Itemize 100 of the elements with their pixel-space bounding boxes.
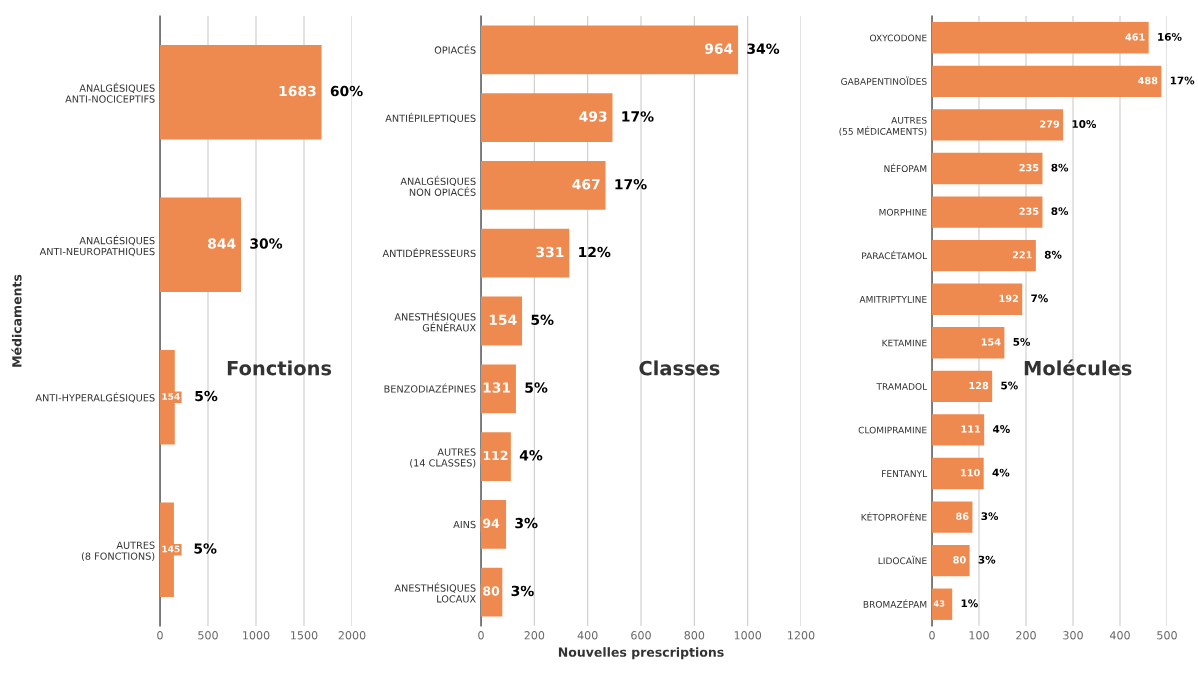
data-label: 279 bbox=[1040, 120, 1060, 128]
bar bbox=[932, 501, 973, 533]
data-label: 80 bbox=[483, 586, 500, 596]
annotation: 12% bbox=[579, 246, 611, 258]
data-label: 331 bbox=[536, 246, 564, 258]
annotation: 1% bbox=[961, 599, 978, 608]
bar bbox=[932, 370, 993, 403]
data-label: 110 bbox=[961, 468, 980, 477]
bar bbox=[932, 457, 984, 490]
text: Molécules bbox=[1024, 359, 1132, 376]
annotation: 3% bbox=[511, 585, 534, 597]
x-tick-label: 1200 bbox=[788, 631, 815, 640]
x-tick-label: 1500 bbox=[291, 631, 318, 640]
data-label: 43 bbox=[933, 600, 945, 607]
y-tick-label: OXYCODONE bbox=[869, 34, 927, 42]
x-tick-label: 100 bbox=[969, 631, 989, 640]
x-tick-label: 1000 bbox=[734, 631, 762, 640]
data-label: 112 bbox=[483, 450, 508, 460]
y-tick-label: PARACÉTAMOL bbox=[862, 250, 928, 260]
bar bbox=[932, 65, 1162, 98]
y-tick-label: ANALGÉSIQUES ANTI-NEUROPATHIQUES bbox=[39, 235, 155, 257]
x-tick-label: 200 bbox=[1016, 631, 1036, 640]
annotation: 17% bbox=[622, 111, 654, 122]
annotation: 8% bbox=[1051, 207, 1069, 216]
annotation: 4% bbox=[992, 425, 1010, 433]
x-axis-title: Nouvelles prescriptions bbox=[558, 647, 724, 660]
x-tick-label: 0 bbox=[478, 631, 484, 640]
bar bbox=[932, 283, 1023, 315]
data-label: 86 bbox=[956, 512, 969, 520]
data-label: 145 bbox=[162, 545, 180, 553]
x-tick-label: 500 bbox=[198, 631, 218, 640]
annotation: 5% bbox=[531, 314, 554, 326]
y-axis-title: Médicaments bbox=[11, 274, 22, 367]
bar bbox=[481, 93, 613, 143]
bar bbox=[932, 414, 985, 446]
data-label: 235 bbox=[1019, 163, 1039, 172]
x-tick-label: 600 bbox=[631, 631, 651, 640]
annotation: 17% bbox=[1170, 76, 1195, 85]
data-label: 111 bbox=[961, 425, 981, 433]
bar bbox=[932, 22, 1149, 54]
data-label: 221 bbox=[1012, 251, 1032, 259]
x-tick-label: 800 bbox=[684, 631, 705, 640]
y-tick-label: AMITRIPTYLINE bbox=[859, 296, 927, 303]
data-label: 488 bbox=[1138, 76, 1158, 85]
data-label: 128 bbox=[969, 381, 989, 390]
y-tick-label: AINS bbox=[453, 520, 476, 529]
data-label: 964 bbox=[704, 43, 733, 54]
bar bbox=[932, 196, 1043, 228]
y-tick-label: NÉFOPAM bbox=[884, 163, 927, 173]
y-tick-label: ANTI-HYPERALGÉSIQUES bbox=[35, 392, 155, 403]
bar bbox=[160, 44, 322, 140]
data-label: 154 bbox=[489, 314, 517, 326]
y-tick-label: ANTIÉPILEPTIQUES bbox=[385, 112, 476, 124]
data-label: 131 bbox=[483, 382, 511, 393]
x-tick-label: 1000 bbox=[243, 631, 270, 640]
y-tick-label: BROMAZÉPAM bbox=[863, 599, 927, 608]
data-label: 192 bbox=[999, 294, 1019, 303]
x-tick-label: 0 bbox=[157, 631, 163, 640]
bar bbox=[481, 25, 739, 75]
annotation: 4% bbox=[992, 468, 1010, 477]
y-tick-label: ANTIDÉPRESSEURS bbox=[382, 247, 476, 258]
data-label: 235 bbox=[1019, 207, 1039, 215]
annotation: 3% bbox=[981, 512, 999, 521]
data-label: 154 bbox=[162, 393, 180, 400]
annotation: 8% bbox=[1051, 163, 1069, 172]
y-tick-label: KETAMINE bbox=[882, 339, 927, 347]
x-tick-label: 400 bbox=[1109, 631, 1130, 640]
annotation: 7% bbox=[1031, 294, 1048, 303]
bar bbox=[160, 197, 242, 293]
data-label: 80 bbox=[953, 556, 966, 564]
data-label: 461 bbox=[1125, 33, 1145, 41]
annotation: 5% bbox=[1013, 337, 1031, 346]
annotation: 4% bbox=[519, 450, 543, 461]
bar bbox=[932, 544, 970, 577]
annotation: 34% bbox=[747, 43, 780, 54]
data-label: 154 bbox=[981, 338, 1001, 346]
bar bbox=[932, 327, 1005, 359]
annotation: 8% bbox=[1044, 250, 1062, 259]
x-tick-label: 200 bbox=[524, 631, 545, 640]
bar bbox=[481, 161, 606, 210]
bar bbox=[932, 239, 1036, 272]
y-tick-label: KÉTOPROFÈNE bbox=[861, 512, 927, 521]
data-label: 844 bbox=[208, 238, 236, 249]
y-tick-label: ANALGÉSIQUES NON OPIACÉS bbox=[400, 175, 476, 196]
x-tick-label: 500 bbox=[1157, 631, 1177, 640]
y-tick-label: MORPHINE bbox=[879, 208, 927, 216]
y-tick-label: LIDOCAÏNE bbox=[878, 555, 927, 565]
x-tick-label: 400 bbox=[577, 631, 598, 640]
annotation: 60% bbox=[330, 85, 363, 97]
data-label: 493 bbox=[579, 111, 607, 122]
y-tick-label: TRAMADOL bbox=[876, 383, 928, 390]
annotation: 5% bbox=[525, 382, 548, 393]
y-tick-label: OPIACÉS bbox=[434, 44, 476, 54]
bar bbox=[481, 228, 570, 278]
x-tick-label: 0 bbox=[929, 631, 935, 640]
annotation: 5% bbox=[195, 390, 218, 402]
annotation: 3% bbox=[978, 555, 996, 564]
annotation: 30% bbox=[250, 238, 283, 249]
bar bbox=[932, 152, 1043, 185]
annotation: 3% bbox=[515, 517, 538, 529]
